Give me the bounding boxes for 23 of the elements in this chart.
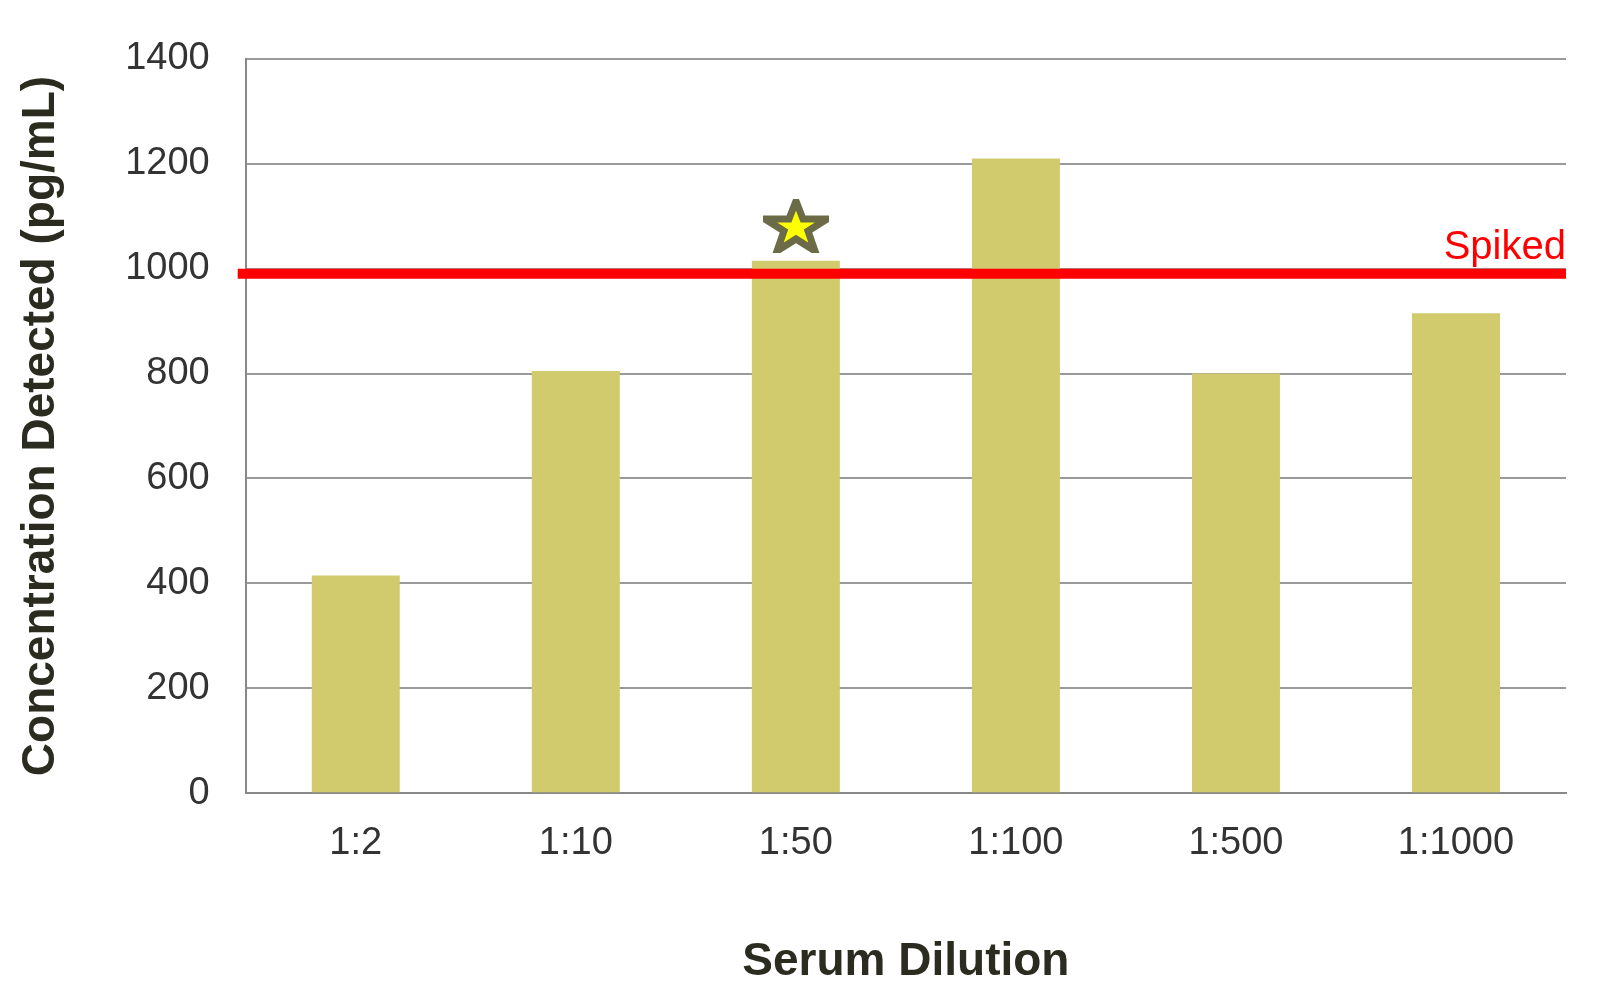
y-axis-title: Concentration Detected (pg/mL) [12, 75, 65, 777]
x-tick-label: 1:1000 [1397, 820, 1515, 863]
y-tick-label: 1200 [125, 140, 210, 183]
x-tick-label: 1:500 [1188, 820, 1284, 863]
bar [1191, 373, 1280, 793]
y-tick-label: 0 [188, 769, 210, 812]
bar [1411, 313, 1500, 793]
bar [311, 575, 400, 793]
y-tick-label: 600 [146, 454, 210, 497]
y-tick-label: 200 [146, 664, 210, 707]
y-tick-label: 800 [146, 350, 210, 393]
y-tick-label: 1400 [125, 35, 210, 78]
x-tick-label: 1:100 [968, 820, 1064, 863]
x-tick-label: 1:10 [538, 820, 613, 863]
bar [751, 260, 840, 793]
bar [971, 158, 1060, 793]
x-tick-label: 1:50 [758, 820, 833, 863]
ref-line-label: Spiked [1443, 222, 1566, 267]
x-axis-title: Serum Dilution [742, 933, 1070, 986]
y-tick-label: 1000 [125, 245, 210, 288]
bar [531, 370, 620, 793]
x-tick-label: 1:2 [329, 820, 383, 863]
y-tick-label: 400 [146, 559, 210, 602]
